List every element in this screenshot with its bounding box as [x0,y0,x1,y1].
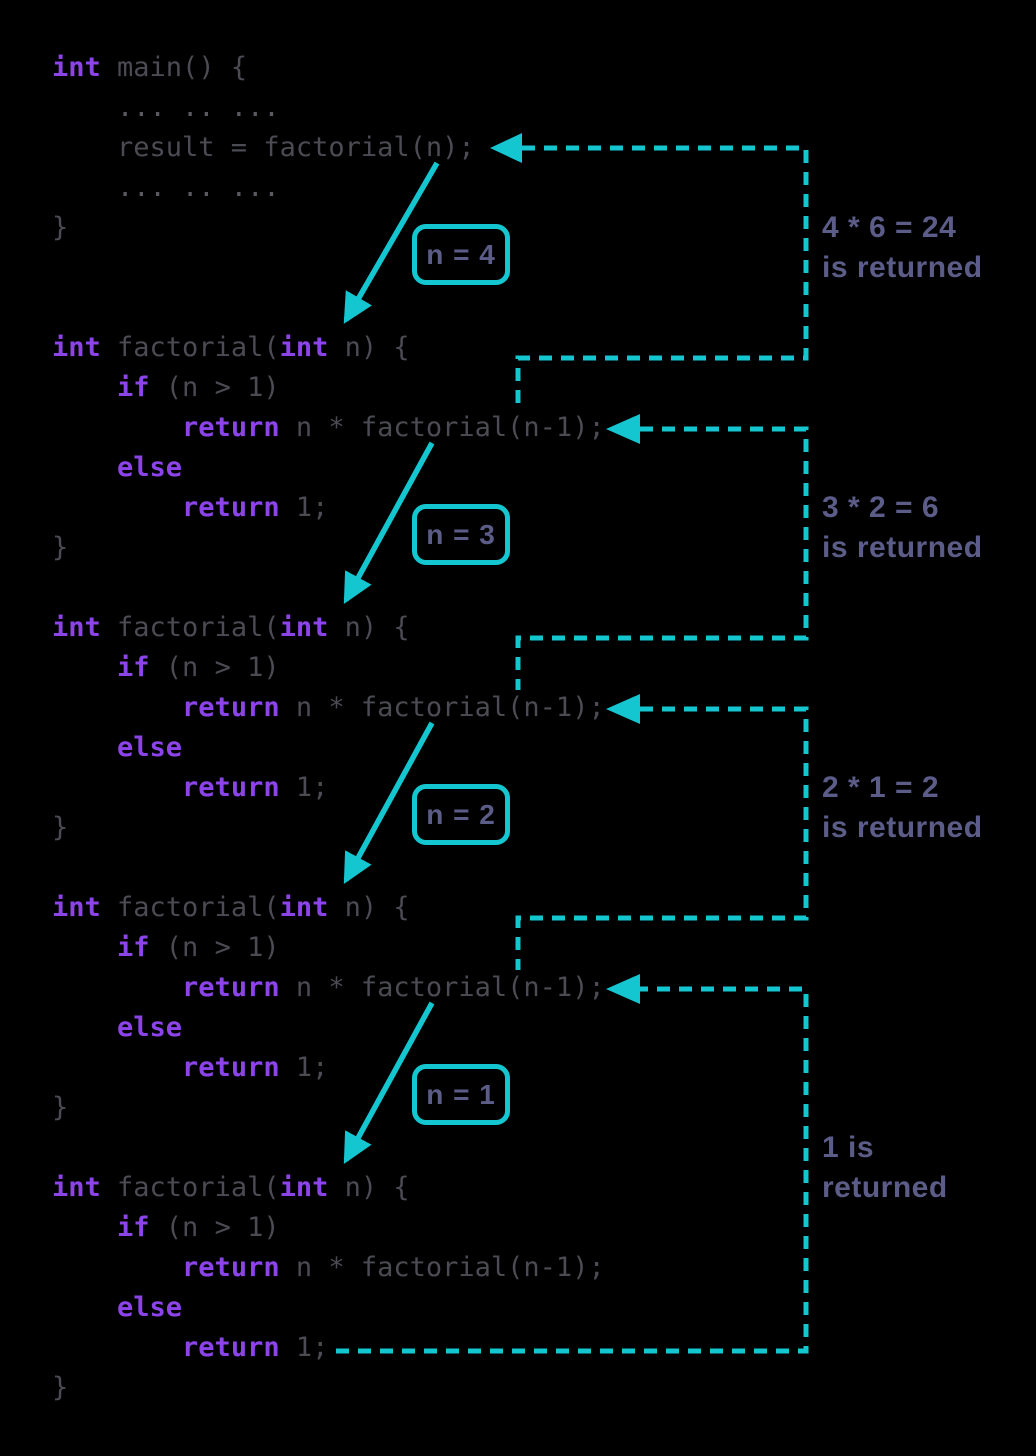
call-value-badge-1: n = 4 [412,224,510,285]
code-line: if (n > 1) [117,1212,280,1243]
return-value-label-3: 2 * 1 = 2 is returned [822,771,983,844]
return-path-4 [336,974,809,1354]
code-line: } [52,212,69,243]
code-line: ... .. ... [52,92,280,123]
code-line: int factorial(int n) { [52,332,410,363]
code-line: else [117,1012,183,1043]
return-arrowhead-icon [606,694,640,724]
call-value-text: n = 2 [426,798,496,830]
return-arrowhead-icon [606,974,640,1004]
code-line: if (n > 1) [117,932,280,963]
code-line: } [52,1372,69,1403]
code-line: return n * factorial(n-1); [182,692,605,723]
call-arrow-4 [343,1001,435,1164]
code-line: return 1; [182,1052,329,1083]
code-block-main: int main() { ... .. ... result = factori… [52,48,475,248]
code-line: int factorial(int n) { [52,1172,410,1203]
code-line: return n * factorial(n-1); [182,972,605,1003]
code-line: int main() { [52,52,248,83]
call-arrow-2 [343,441,435,604]
call-arrow-1 [343,161,440,324]
return-path-3 [515,694,809,970]
code-line: result = factorial(n); [52,132,475,163]
code-line: } [52,812,69,843]
call-value-badge-2: n = 3 [412,504,510,565]
code-block-factorial-1: int factorial(int n) { if (n > 1) return… [52,328,605,568]
return-value-label-4: 1 is returned [822,1131,948,1204]
code-block-factorial-2: int factorial(int n) { if (n > 1) return… [52,608,605,848]
call-value-text: n = 4 [426,238,496,270]
return-value-label-2: 3 * 2 = 6 is returned [822,491,983,564]
return-path-1 [490,133,809,410]
code-line: else [117,452,183,483]
call-value-text: n = 3 [426,518,496,550]
call-value-badge-4: n = 1 [412,1064,510,1125]
code-line: } [52,1092,69,1123]
code-line: return n * factorial(n-1); [182,412,605,443]
code-line: else [117,732,183,763]
return-path-2 [515,414,809,690]
return-arrowhead-icon [606,414,640,444]
code-line: return 1; [182,772,329,803]
code-line: if (n > 1) [117,372,280,403]
code-line: return n * factorial(n-1); [182,1252,605,1283]
code-line: else [117,1292,183,1323]
code-line: int factorial(int n) { [52,892,410,923]
code-line: if (n > 1) [117,652,280,683]
call-value-text: n = 1 [426,1078,496,1110]
call-value-badge-3: n = 2 [412,784,510,845]
code-line: return 1; [182,1332,329,1363]
call-arrow-3 [343,721,435,884]
code-line: return 1; [182,492,329,523]
code-block-factorial-4: int factorial(int n) { if (n > 1) return… [52,1168,605,1408]
code-line: ... .. ... [52,172,280,203]
code-line: } [52,532,69,563]
code-block-factorial-3: int factorial(int n) { if (n > 1) return… [52,888,605,1128]
return-arrowhead-icon [490,133,522,163]
return-value-label-1: 4 * 6 = 24 is returned [822,211,983,284]
code-line: int factorial(int n) { [52,612,410,643]
